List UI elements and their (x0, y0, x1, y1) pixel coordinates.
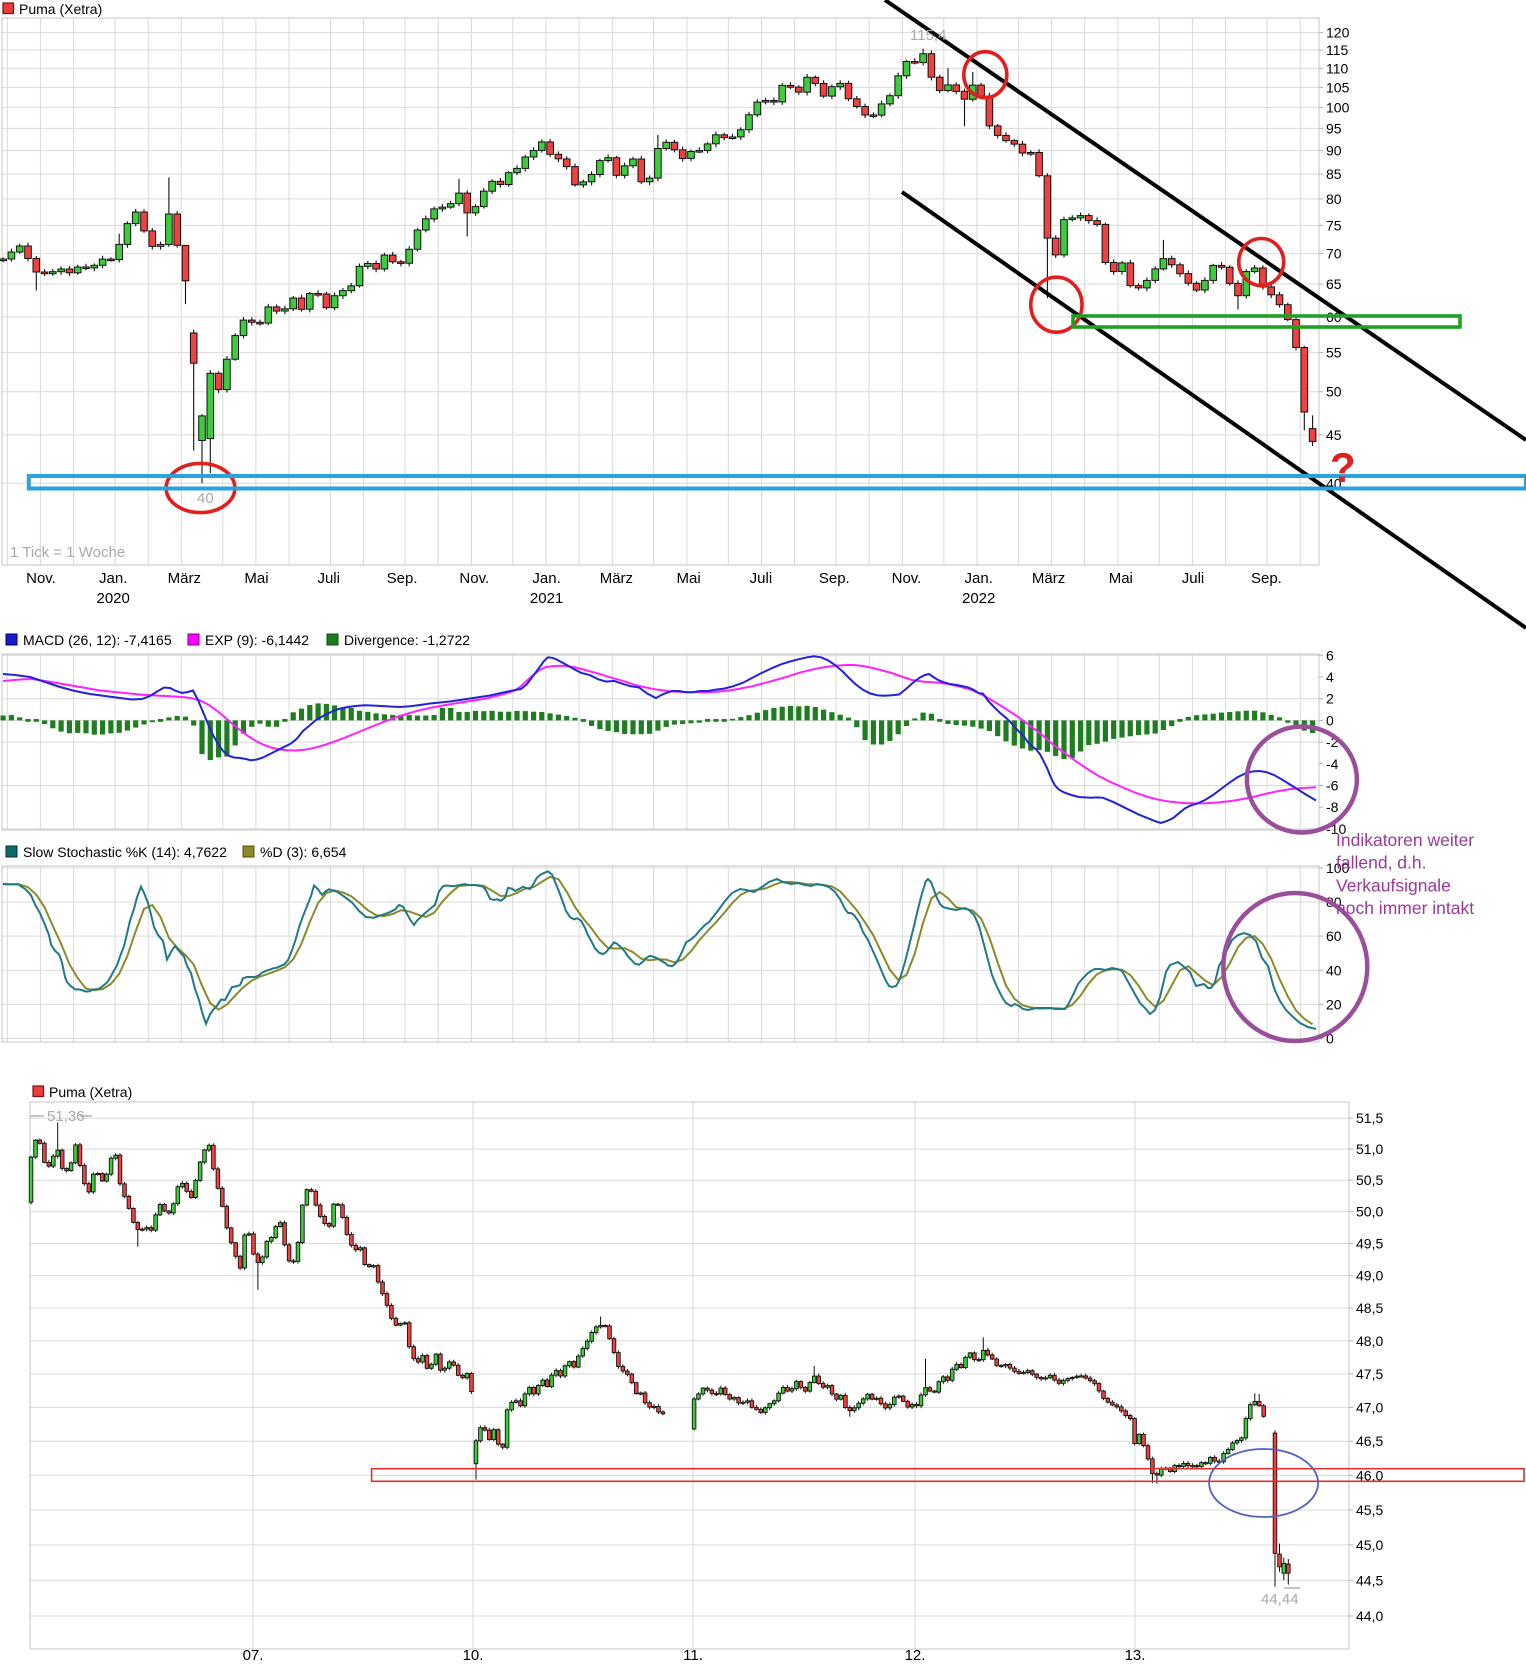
svg-text:47,0: 47,0 (1356, 1399, 1383, 1415)
svg-text:46,5: 46,5 (1356, 1433, 1383, 1449)
svg-text:Juli: Juli (750, 570, 773, 587)
svg-text:0: 0 (1326, 712, 1334, 728)
svg-text:Juli: Juli (1182, 570, 1205, 587)
svg-text:80: 80 (1326, 191, 1342, 207)
svg-text:Puma (Xetra): Puma (Xetra) (19, 1, 102, 17)
svg-text:13.: 13. (1125, 1647, 1146, 1664)
svg-text:0: 0 (1326, 1031, 1334, 1047)
svg-text:2021: 2021 (530, 590, 563, 607)
svg-text:März: März (1032, 570, 1065, 587)
svg-text:1 Tick = 1 Woche: 1 Tick = 1 Woche (10, 544, 125, 561)
svg-text:März: März (168, 570, 201, 587)
svg-text:-4: -4 (1326, 756, 1339, 772)
svg-text:-8: -8 (1326, 799, 1339, 815)
svg-text:115,4: 115,4 (910, 27, 946, 44)
svg-text:45: 45 (1326, 427, 1342, 443)
svg-text:Nov.: Nov. (26, 570, 56, 587)
svg-text:46,0: 46,0 (1356, 1467, 1383, 1483)
svg-text:Mai: Mai (1109, 570, 1133, 587)
svg-text:Jan.: Jan. (99, 570, 127, 587)
svg-text:EXP (9): -6,1442: EXP (9): -6,1442 (205, 632, 309, 648)
svg-text:Indikatoren weiter: Indikatoren weiter (1336, 830, 1474, 850)
svg-text:Jan.: Jan. (532, 570, 560, 587)
svg-text:Sep.: Sep. (819, 570, 850, 587)
svg-text:55: 55 (1326, 345, 1342, 361)
svg-text:45,0: 45,0 (1356, 1537, 1383, 1553)
svg-text:40: 40 (1326, 962, 1342, 978)
svg-text:Nov.: Nov. (459, 570, 489, 587)
svg-text:4: 4 (1326, 669, 1334, 685)
svg-text:120: 120 (1326, 25, 1350, 41)
svg-text:2020: 2020 (97, 590, 130, 607)
svg-text:Sep.: Sep. (1251, 570, 1282, 587)
svg-text:Nov.: Nov. (892, 570, 922, 587)
svg-text:100: 100 (1326, 99, 1350, 115)
svg-text:51,5: 51,5 (1356, 1110, 1383, 1126)
svg-text:44,0: 44,0 (1356, 1608, 1383, 1624)
svg-text:Slow Stochastic %K (14): 4,762: Slow Stochastic %K (14): 4,7622 (23, 844, 227, 860)
svg-text:-6: -6 (1326, 778, 1339, 794)
svg-text:40: 40 (197, 490, 214, 507)
svg-text:07.: 07. (243, 1647, 264, 1664)
svg-text:Jan.: Jan. (965, 570, 993, 587)
svg-text:50: 50 (1326, 384, 1342, 400)
svg-text:105: 105 (1326, 79, 1350, 95)
svg-text:Juli: Juli (317, 570, 340, 587)
svg-text:50,5: 50,5 (1356, 1172, 1383, 1188)
svg-text:fallend, d.h.: fallend, d.h. (1336, 853, 1426, 873)
svg-text:6: 6 (1326, 647, 1334, 663)
svg-text:Sep.: Sep. (387, 570, 418, 587)
svg-text:60: 60 (1326, 928, 1342, 944)
svg-text:51,0: 51,0 (1356, 1141, 1383, 1157)
svg-text:48,5: 48,5 (1356, 1300, 1383, 1316)
svg-text:115: 115 (1326, 42, 1349, 58)
svg-text:49,0: 49,0 (1356, 1268, 1383, 1284)
svg-text:2022: 2022 (962, 590, 995, 607)
svg-text:75: 75 (1326, 217, 1342, 233)
svg-text:11.: 11. (683, 1647, 703, 1664)
svg-text:65: 65 (1326, 276, 1342, 292)
svg-text:Divergence: -1,2722: Divergence: -1,2722 (344, 632, 470, 648)
svg-text:90: 90 (1326, 143, 1342, 159)
svg-text:48,0: 48,0 (1356, 1333, 1383, 1349)
svg-text:44,44: 44,44 (1261, 1591, 1299, 1608)
svg-text:20: 20 (1326, 996, 1342, 1012)
svg-text:Verkaufsignale: Verkaufsignale (1336, 875, 1451, 895)
svg-text:49,5: 49,5 (1356, 1236, 1383, 1252)
svg-text:?: ? (1330, 444, 1356, 491)
svg-text:95: 95 (1326, 120, 1342, 136)
svg-text:110: 110 (1326, 60, 1349, 76)
svg-text:%D (3): 6,654: %D (3): 6,654 (260, 844, 347, 860)
svg-text:70: 70 (1326, 246, 1342, 262)
svg-text:Puma (Xetra): Puma (Xetra) (49, 1084, 132, 1100)
svg-text:45,5: 45,5 (1356, 1502, 1383, 1518)
svg-text:Mai: Mai (244, 570, 268, 587)
svg-text:März: März (600, 570, 633, 587)
svg-text:44,5: 44,5 (1356, 1572, 1383, 1588)
svg-text:2: 2 (1326, 691, 1334, 707)
svg-text:47,5: 47,5 (1356, 1366, 1383, 1382)
svg-text:12.: 12. (905, 1647, 926, 1664)
svg-text:noch immer intakt: noch immer intakt (1336, 898, 1474, 918)
svg-text:Mai: Mai (677, 570, 701, 587)
svg-text:100: 100 (1326, 860, 1350, 876)
svg-text:85: 85 (1326, 166, 1342, 182)
svg-text:10.: 10. (463, 1647, 484, 1664)
svg-text:50,0: 50,0 (1356, 1204, 1383, 1220)
svg-text:51,36: 51,36 (47, 1108, 85, 1125)
svg-text:MACD (26, 12): -7,4165: MACD (26, 12): -7,4165 (23, 632, 172, 648)
